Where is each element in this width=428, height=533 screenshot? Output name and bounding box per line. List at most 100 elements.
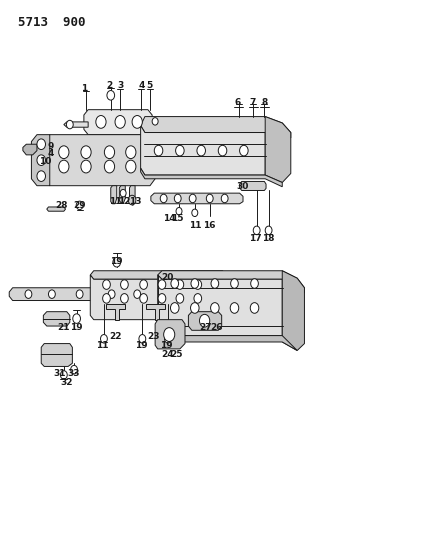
Polygon shape	[111, 185, 117, 204]
Polygon shape	[64, 122, 88, 127]
Text: 23: 23	[147, 332, 160, 341]
Circle shape	[96, 116, 106, 128]
Circle shape	[197, 146, 205, 156]
Circle shape	[76, 201, 83, 209]
FancyBboxPatch shape	[143, 302, 151, 312]
Text: 11: 11	[96, 341, 108, 350]
Text: 1: 1	[81, 84, 87, 93]
Circle shape	[199, 314, 210, 327]
Circle shape	[128, 195, 136, 205]
Circle shape	[107, 91, 115, 100]
Text: 18: 18	[262, 235, 275, 244]
Polygon shape	[41, 344, 72, 367]
Text: 9: 9	[48, 142, 54, 151]
Circle shape	[66, 120, 73, 129]
Text: 2: 2	[106, 81, 113, 90]
Circle shape	[73, 314, 80, 324]
Circle shape	[152, 118, 158, 125]
Circle shape	[126, 146, 136, 159]
Circle shape	[134, 290, 141, 298]
Text: 11: 11	[109, 197, 121, 206]
Polygon shape	[84, 110, 152, 135]
FancyBboxPatch shape	[102, 302, 111, 312]
Circle shape	[176, 280, 184, 289]
Circle shape	[250, 303, 259, 313]
Text: 33: 33	[67, 369, 80, 378]
Circle shape	[104, 146, 115, 159]
Text: 21: 21	[58, 323, 70, 332]
Circle shape	[71, 366, 77, 374]
Circle shape	[221, 194, 228, 203]
Polygon shape	[265, 117, 291, 182]
Polygon shape	[90, 275, 223, 320]
Circle shape	[253, 226, 260, 235]
Circle shape	[240, 146, 248, 156]
Polygon shape	[158, 275, 282, 336]
Circle shape	[121, 280, 128, 289]
FancyBboxPatch shape	[163, 302, 171, 312]
Text: 6: 6	[235, 98, 241, 107]
Circle shape	[171, 279, 178, 288]
Circle shape	[158, 280, 166, 289]
Polygon shape	[130, 185, 135, 205]
Circle shape	[160, 194, 167, 203]
Circle shape	[158, 294, 166, 303]
Text: 15: 15	[172, 214, 184, 223]
Polygon shape	[47, 207, 65, 211]
Circle shape	[190, 303, 199, 313]
Polygon shape	[151, 193, 243, 204]
Circle shape	[163, 328, 175, 342]
Polygon shape	[148, 119, 160, 124]
Text: 4: 4	[48, 149, 54, 158]
Circle shape	[76, 290, 83, 298]
Polygon shape	[240, 181, 266, 190]
Circle shape	[218, 146, 227, 156]
Circle shape	[211, 279, 219, 288]
Polygon shape	[43, 312, 70, 326]
Circle shape	[206, 194, 213, 203]
Polygon shape	[155, 320, 185, 349]
Text: 16: 16	[202, 221, 215, 230]
Circle shape	[194, 294, 202, 303]
Text: 28: 28	[55, 201, 68, 210]
Circle shape	[176, 294, 184, 303]
Text: 31: 31	[54, 369, 66, 378]
Text: 3: 3	[117, 81, 123, 90]
Text: 20: 20	[161, 273, 173, 281]
Text: 19: 19	[70, 323, 83, 332]
Circle shape	[81, 160, 91, 173]
Circle shape	[37, 171, 45, 181]
Polygon shape	[158, 332, 297, 351]
Circle shape	[132, 116, 143, 128]
Circle shape	[140, 280, 148, 289]
Polygon shape	[282, 271, 304, 351]
Circle shape	[104, 160, 115, 173]
Text: 27: 27	[199, 323, 212, 332]
Text: 5713  900: 5713 900	[18, 15, 85, 29]
Circle shape	[25, 290, 32, 298]
Text: 10: 10	[39, 157, 52, 166]
Text: 5: 5	[146, 81, 152, 90]
Text: 14: 14	[163, 214, 175, 223]
Circle shape	[103, 280, 110, 289]
Circle shape	[174, 194, 181, 203]
Circle shape	[265, 226, 272, 235]
Polygon shape	[31, 135, 50, 185]
Circle shape	[230, 303, 239, 313]
Text: 7: 7	[249, 98, 256, 107]
Polygon shape	[141, 168, 282, 187]
Circle shape	[108, 290, 115, 298]
Text: 25: 25	[170, 350, 183, 359]
Polygon shape	[9, 288, 153, 301]
Circle shape	[101, 335, 107, 343]
Text: 32: 32	[61, 378, 73, 387]
Text: 30: 30	[237, 182, 249, 191]
Circle shape	[81, 146, 91, 159]
FancyBboxPatch shape	[122, 302, 131, 312]
Circle shape	[59, 160, 69, 173]
Polygon shape	[119, 185, 125, 203]
Circle shape	[115, 116, 125, 128]
Text: 19: 19	[160, 341, 172, 350]
Polygon shape	[141, 126, 265, 175]
Circle shape	[113, 257, 121, 267]
